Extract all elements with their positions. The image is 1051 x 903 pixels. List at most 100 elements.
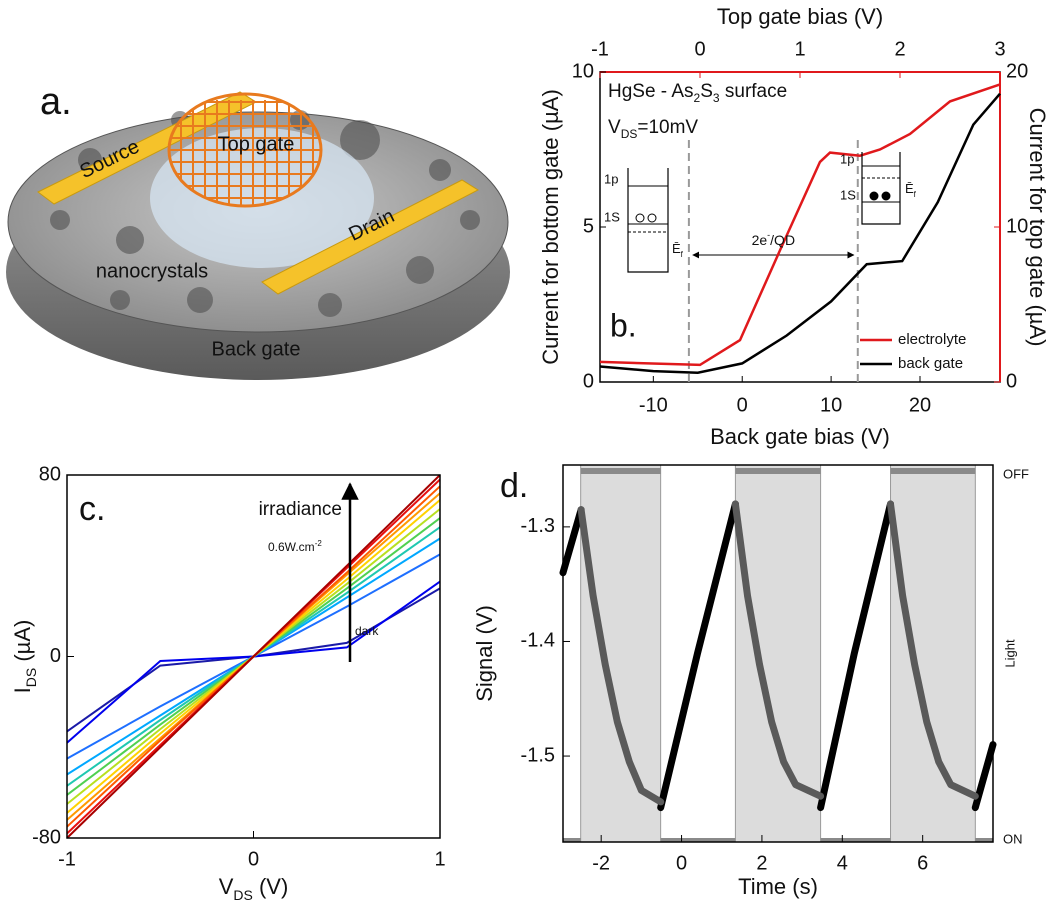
annotation-part: DS — [621, 127, 638, 141]
annotation-part: dark — [355, 624, 379, 638]
x-tick-label: 4 — [837, 852, 848, 874]
light-off-bar — [563, 838, 581, 842]
inset-well — [627, 168, 669, 273]
signal-trace — [559, 500, 997, 812]
inset-level-label: 1S — [604, 209, 620, 224]
x-tick-label: -10 — [639, 394, 668, 416]
y-axis-title: IDS (µA) — [10, 620, 39, 694]
x-tick-label: -1 — [58, 848, 76, 870]
annotation: dark — [355, 624, 379, 638]
inset-fermi-label-part: Ē — [905, 181, 914, 196]
inset-fermi-label-part: f — [681, 250, 684, 259]
inset-fermi-label-part: Ē — [672, 241, 681, 256]
y-tick-label: -1.4 — [521, 630, 555, 652]
inset-fermi-label: Ēf — [672, 241, 684, 258]
annotation-part: 2e — [752, 232, 768, 248]
device-schematic: a. Source Top gate Drain nanocrystals Ba… — [6, 81, 510, 380]
right-axis-label: ON — [1003, 831, 1023, 846]
inset-well — [861, 152, 901, 225]
x2-tick-label: -1 — [591, 38, 609, 60]
right-axis-label: OFF — [1003, 466, 1029, 481]
annotation-part: - — [767, 230, 770, 240]
light-on-bar — [890, 468, 976, 474]
back-gate-label: Back gate — [212, 338, 301, 360]
x2-axis-title: Top gate bias (V) — [717, 4, 883, 29]
annotation-part: /QD — [770, 232, 795, 248]
light-period — [890, 464, 976, 843]
light-on-bar — [735, 468, 821, 474]
y2-axis-title: Current for top gate (µA) — [1025, 108, 1050, 347]
annotation-part: S — [700, 81, 713, 102]
y-tick-label: 80 — [39, 463, 61, 485]
annotation: VDS=10mV — [608, 117, 698, 141]
x2-tick-label: 1 — [794, 38, 805, 60]
legend-label: electrolyte — [898, 331, 966, 348]
inset-level-label: 1p — [604, 171, 618, 186]
light-period — [734, 464, 822, 843]
drain-electrode — [261, 179, 480, 295]
data-line — [66, 587, 441, 733]
annotation-part: 0.6W.cm — [268, 540, 315, 554]
inset-level-label: 1S — [840, 187, 856, 202]
x-tick-label: 1 — [434, 848, 445, 870]
inset-electron — [869, 191, 879, 201]
panel-label: d. — [500, 467, 528, 505]
annotation-part: 2 — [694, 91, 701, 105]
top-gate-label: Top gate — [218, 133, 295, 155]
y-tick-label: 5 — [583, 215, 594, 237]
light-period — [580, 464, 662, 843]
light-off-bar — [975, 838, 993, 842]
top-gate-mesh — [169, 100, 321, 206]
annotation-part: -2 — [315, 539, 323, 548]
annotation-part: 3 — [713, 91, 720, 105]
x2-tick-label: 0 — [694, 38, 705, 60]
light-on-bar — [580, 468, 661, 474]
inset-electron — [635, 213, 645, 223]
light-off-bar — [660, 838, 736, 842]
x2-tick-label: 2 — [894, 38, 905, 60]
annotation-part: surface — [720, 81, 788, 102]
annotation: irradiance — [259, 499, 342, 520]
x-axis-title: VDS (V) — [219, 874, 289, 903]
y-axis-title-part: I — [10, 687, 35, 693]
data-line — [599, 83, 1001, 367]
y-axis-title: Signal (V) — [472, 605, 497, 702]
inset-fermi-label: Ēf — [905, 181, 917, 198]
x-tick-label: -2 — [592, 852, 610, 874]
inset-level-label: 1p — [840, 151, 854, 166]
y2-tick-label: 10 — [1006, 215, 1028, 237]
y-tick-label: 10 — [572, 60, 594, 82]
panel-label: a. — [40, 81, 72, 123]
y-axis-title-part: DS — [23, 668, 39, 687]
right-axis-title: Light — [1002, 639, 1017, 668]
annotation-part: V — [608, 117, 621, 138]
signal-trace — [577, 500, 979, 806]
plot-frame — [562, 464, 994, 843]
nanocrystals-label: nanocrystals — [96, 260, 208, 282]
annotation: 2e-/QD — [752, 230, 795, 247]
annotation: HgSe - As2S3 surface — [608, 81, 787, 105]
y-tick-label: -1.5 — [521, 744, 555, 766]
annotation: 0.6W.cm-2 — [268, 539, 322, 555]
x-tick-label: 2 — [756, 852, 767, 874]
y-tick-label: 0 — [583, 370, 594, 392]
x-axis-title: Time (s) — [738, 874, 818, 899]
x-tick-label: 6 — [917, 852, 928, 874]
x-axis-title-part: DS — [233, 887, 252, 903]
x2-tick-label: 3 — [994, 38, 1005, 60]
x-tick-label: 10 — [820, 394, 842, 416]
y-axis-title-part: (µA) — [10, 620, 35, 668]
x-tick-label: 20 — [909, 394, 931, 416]
x-tick-label: 0 — [676, 852, 687, 874]
y-axis-title: Current for bottom gate (µA) — [538, 89, 563, 365]
data-line — [66, 580, 441, 744]
panel-label: c. — [79, 490, 105, 528]
x-tick-label: 0 — [248, 848, 259, 870]
light-off-bar — [820, 838, 891, 842]
inset-electron — [881, 191, 891, 201]
legend-label: back gate — [898, 355, 963, 372]
y2-tick-label: 0 — [1006, 370, 1017, 392]
x-axis-title-part: (V) — [253, 874, 288, 899]
y-tick-label: -1.3 — [521, 515, 555, 537]
top-gate-outline — [167, 92, 323, 208]
